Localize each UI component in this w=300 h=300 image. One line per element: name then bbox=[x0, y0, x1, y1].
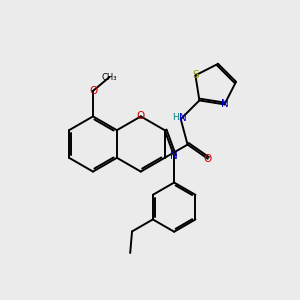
Text: N: N bbox=[170, 151, 178, 161]
Text: O: O bbox=[137, 111, 145, 122]
Text: CH₃: CH₃ bbox=[102, 73, 117, 82]
Text: N: N bbox=[220, 99, 228, 110]
Text: O: O bbox=[89, 86, 97, 96]
Text: N: N bbox=[179, 112, 187, 123]
Text: O: O bbox=[204, 154, 212, 164]
Text: H: H bbox=[172, 113, 179, 122]
Text: S: S bbox=[192, 70, 199, 80]
